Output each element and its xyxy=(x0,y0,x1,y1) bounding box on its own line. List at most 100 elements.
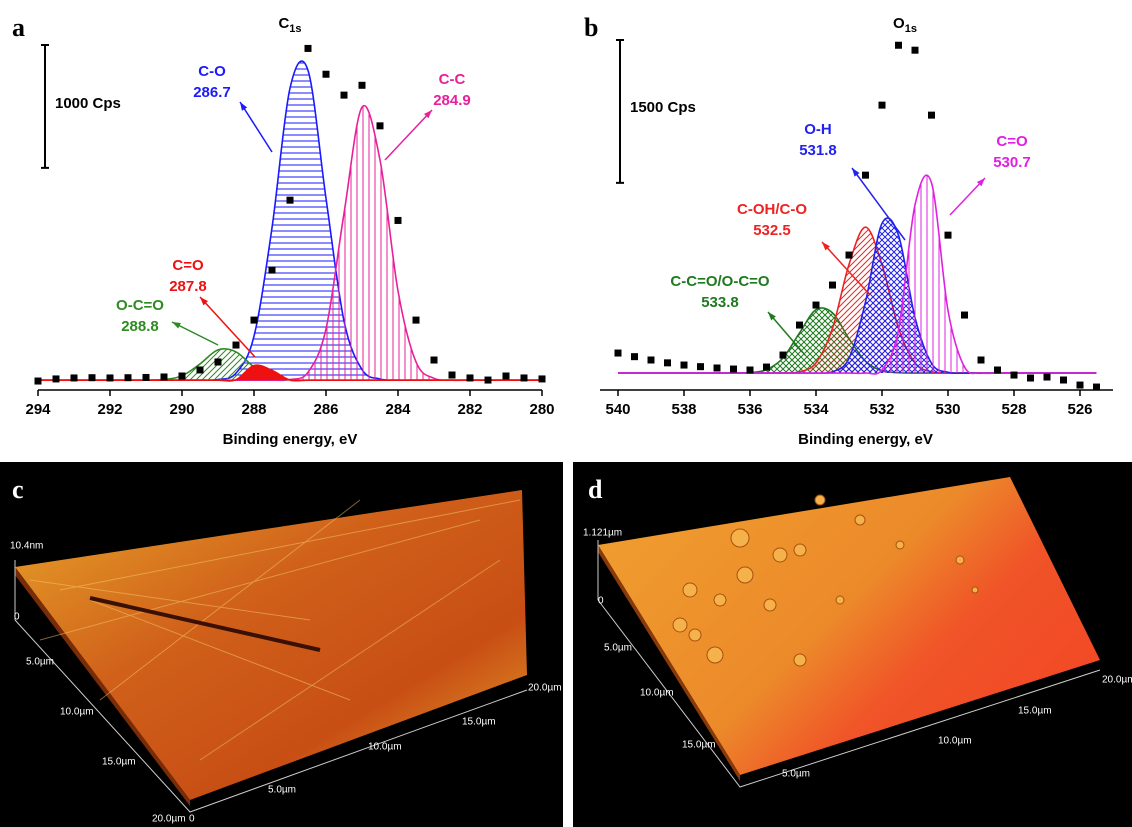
data-point xyxy=(179,372,186,379)
data-point xyxy=(648,357,655,364)
x-tick-label: 528 xyxy=(1001,401,1026,418)
x-axis-label: Binding energy, eV xyxy=(798,431,933,448)
scale-bar-label: 1500 Cps xyxy=(630,99,696,116)
data-point xyxy=(829,282,836,289)
x-tick-label: 282 xyxy=(457,401,482,418)
x-tick-label: 538 xyxy=(671,401,696,418)
peak-center: 286.7 xyxy=(193,84,231,101)
figure: c10.4nm05.0µm10.0µm15.0µm20.0µm05.0µm10.… xyxy=(0,0,1132,827)
title-main: C xyxy=(278,15,289,32)
data-point xyxy=(143,374,150,381)
x-tick-label: 294 xyxy=(25,401,51,418)
x-tick-label: 280 xyxy=(529,401,554,418)
data-point xyxy=(928,112,935,119)
annotation-arrow xyxy=(852,168,905,240)
annotation-arrow xyxy=(385,110,432,160)
afm-axis-label: 10.4nm xyxy=(10,541,43,552)
x-tick-label: 288 xyxy=(241,401,266,418)
data-point xyxy=(449,372,456,379)
x-tick-label: 540 xyxy=(605,401,630,418)
data-point xyxy=(359,82,366,89)
data-point xyxy=(615,350,622,357)
data-point xyxy=(846,252,853,259)
afm-axis-label: 20.0µm xyxy=(152,814,186,825)
data-point xyxy=(879,102,886,109)
data-point xyxy=(71,374,78,381)
data-point xyxy=(912,47,919,54)
data-point xyxy=(377,122,384,129)
data-point xyxy=(862,172,869,179)
x-tick-label: 284 xyxy=(385,401,411,418)
x-tick-label: 532 xyxy=(869,401,894,418)
data-point xyxy=(1060,377,1067,384)
peak-name: C-C=O/O-C=O xyxy=(670,273,770,290)
afm-axis-label: 15.0µm xyxy=(682,740,716,751)
data-point xyxy=(197,366,204,373)
peak-center: 532.5 xyxy=(753,222,791,239)
x-tick-label: 526 xyxy=(1067,401,1092,418)
arrow-head xyxy=(172,322,181,329)
data-point xyxy=(395,217,402,224)
data-point xyxy=(107,374,114,381)
data-point xyxy=(961,312,968,319)
data-point xyxy=(681,362,688,369)
peak-name: O-H xyxy=(804,121,832,138)
annotation-arrow xyxy=(200,297,255,357)
title-subscript: 1s xyxy=(905,23,917,35)
peak-center: 288.8 xyxy=(121,318,159,335)
title-subscript: 1s xyxy=(289,23,301,35)
data-point xyxy=(994,367,1001,374)
data-point xyxy=(780,352,787,359)
peak-center: 533.8 xyxy=(701,294,739,311)
data-point xyxy=(503,372,510,379)
data-point xyxy=(697,363,704,370)
peak-center: 530.7 xyxy=(993,154,1031,171)
data-point xyxy=(287,197,294,204)
afm-axis-label: 10.0µm xyxy=(60,707,94,718)
data-point xyxy=(664,359,671,366)
data-point xyxy=(895,42,902,49)
afm-axis-label: 0 xyxy=(14,612,20,623)
annotation-arrow xyxy=(240,102,272,152)
data-point xyxy=(413,317,420,324)
data-point xyxy=(796,322,803,329)
data-point xyxy=(53,375,60,382)
data-point xyxy=(431,357,438,364)
panel-label: c xyxy=(12,475,24,504)
afm-axis-label: 1.121µm xyxy=(583,528,622,539)
data-point xyxy=(341,92,348,99)
afm-axis-label: 5.0µm xyxy=(268,785,296,796)
data-point xyxy=(251,317,258,324)
afm-axis-label: 15.0µm xyxy=(462,717,496,728)
data-point xyxy=(323,71,330,78)
data-point xyxy=(945,232,952,239)
afm-panel-c: c10.4nm05.0µm10.0µm15.0µm20.0µm05.0µm10.… xyxy=(0,462,563,827)
scale-bar-label: 1000 Cps xyxy=(55,95,121,112)
panel-label: d xyxy=(588,475,603,504)
x-tick-label: 530 xyxy=(935,401,960,418)
data-point xyxy=(89,374,96,381)
panel-label: a xyxy=(12,13,25,42)
afm-axis-label: 10.0µm xyxy=(938,736,972,747)
afm-axis-label: 5.0µm xyxy=(782,769,810,780)
peak-center: 531.8 xyxy=(799,142,837,159)
peak-name: C-OH/C-O xyxy=(737,201,807,218)
x-tick-label: 536 xyxy=(737,401,762,418)
data-point xyxy=(1011,372,1018,379)
afm-axis-label: 15.0µm xyxy=(102,757,136,768)
panel-label: b xyxy=(584,13,598,42)
peak-name: C-O xyxy=(198,63,226,80)
afm-axis-label: 0 xyxy=(598,596,604,607)
peak-name: O-C=O xyxy=(116,297,164,314)
afm-panel-d: d1.121µm05.0µm10.0µm15.0µm5.0µm10.0µm15.… xyxy=(573,462,1132,827)
x-tick-label: 534 xyxy=(803,401,829,418)
peak-name: C-C xyxy=(439,71,466,88)
data-point xyxy=(978,357,985,364)
data-point xyxy=(215,358,222,365)
afm-axis-label: 0 xyxy=(189,814,195,825)
afm-axis-label: 10.0µm xyxy=(368,742,402,753)
data-point xyxy=(269,267,276,274)
title-main: O xyxy=(893,15,905,32)
data-point xyxy=(467,374,474,381)
data-point xyxy=(539,375,546,382)
